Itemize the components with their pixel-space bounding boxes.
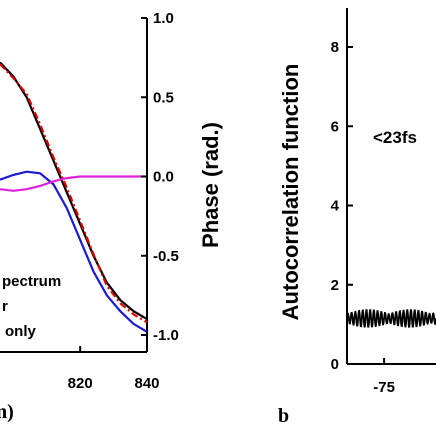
panel-a-series-line-1 <box>0 63 148 324</box>
legend-fragment-spectrum: pectrum <box>2 273 61 290</box>
panel-a-series-line-0 <box>0 61 148 321</box>
panel-b-series-line-0 <box>346 308 436 328</box>
panel-b-y-tick-label: 0 <box>331 356 339 373</box>
panel-b-y-tick-label: 6 <box>331 118 339 135</box>
panel-b-y-tick-label: 4 <box>331 198 340 215</box>
panel-b-y-axis-label: Autocorrelation function <box>278 64 303 321</box>
panel-a: 1.0 0.5 0.0 -0.5 -1.0 820 840 Phase (rad.) pec… <box>0 10 223 423</box>
panel-b-x-tick-label: -75 <box>373 379 395 396</box>
panel-b-label: b <box>278 405 289 427</box>
panel-a-series-group <box>0 61 148 333</box>
panel-b-annotation: <23fs <box>373 128 417 147</box>
panel-b-ticks-group: 0 2 4 6 8 -75 <box>331 39 395 396</box>
panel-a-right-tick-label: 0.0 <box>153 169 174 186</box>
legend-fragment-r: r <box>2 298 8 315</box>
panel-b-y-tick-label: 8 <box>331 39 339 56</box>
panel-a-label: n) <box>0 401 14 423</box>
panel-a-ticks-group: 1.0 0.5 0.0 -0.5 -1.0 820 840 <box>68 10 179 392</box>
panel-a-right-tick-label: 0.5 <box>153 89 174 106</box>
panel-b-series-group <box>346 308 436 328</box>
panel-a-right-tick-label: -0.5 <box>153 248 179 265</box>
panel-a-series-line-2 <box>0 170 148 333</box>
legend-fragment-only: only <box>5 323 36 340</box>
panel-a-right-tick-label: -1.0 <box>153 327 179 344</box>
panel-a-x-tick-label: 840 <box>134 375 159 392</box>
panel-a-right-tick-label: 1.0 <box>153 10 174 27</box>
panel-a-right-axis-label: Phase (rad.) <box>198 122 223 248</box>
panel-b-y-tick-label: 2 <box>331 277 339 294</box>
panel-a-series-line-3 <box>0 175 147 192</box>
panel-a-x-tick-label: 820 <box>68 375 93 392</box>
